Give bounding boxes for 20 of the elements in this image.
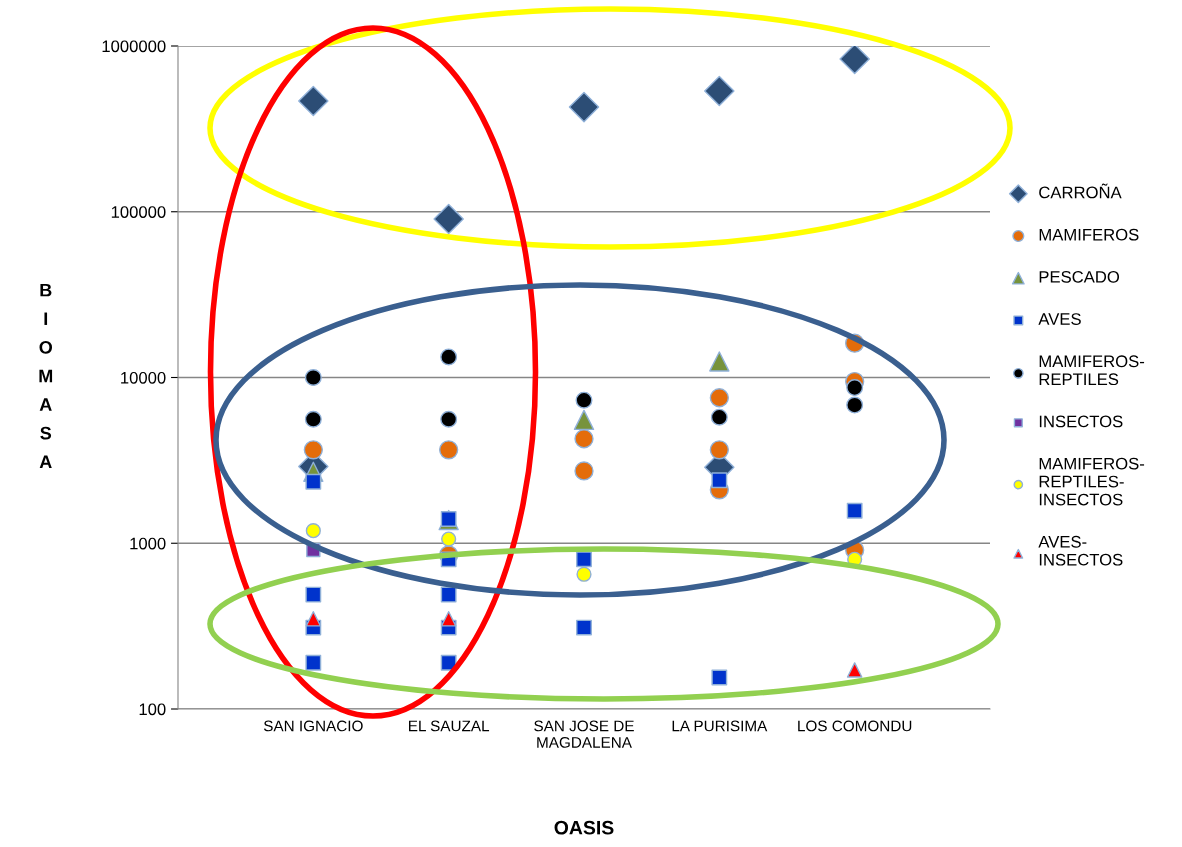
y-tick-label: 1000: [130, 537, 166, 550]
x-tick-label: SAN IGNACIO: [263, 720, 363, 732]
x-tick-label: LOS COMONDU: [798, 720, 912, 732]
x-axis-title: OASIS: [554, 820, 614, 835]
x-tick-label: SAN JOSE DE MAGDALENA: [534, 720, 634, 748]
legend-label: CARROÑA: [1039, 183, 1122, 199]
legend-label: MAMIFEROS: [1039, 228, 1139, 241]
legend-label: AVES-INSECTOS: [1038, 535, 1123, 566]
y-tick-label: 100000: [111, 206, 166, 218]
y-tick-label: 100: [139, 703, 166, 716]
y-axis-title: BIOMASA: [39, 283, 53, 468]
legend-label: MAMIFEROS-REPTILES: [1039, 355, 1145, 386]
legend-label: PESCADO: [1039, 270, 1120, 283]
x-tick-label: LA PURISIMA: [672, 720, 768, 732]
legend-label: INSECTOS: [1039, 415, 1123, 428]
legend-label: AVES: [1038, 313, 1081, 325]
y-tick-label: 10000: [121, 371, 166, 384]
y-tick-label: 1000000: [102, 40, 166, 53]
x-tick-label: EL SAUZAL: [409, 720, 490, 732]
legend-label: MAMIFEROS-REPTILES-INSECTOS: [1039, 457, 1145, 506]
